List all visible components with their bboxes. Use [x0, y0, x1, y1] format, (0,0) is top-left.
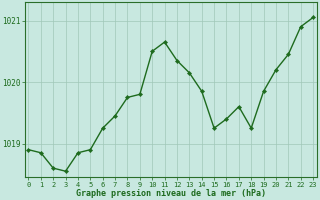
X-axis label: Graphe pression niveau de la mer (hPa): Graphe pression niveau de la mer (hPa)	[76, 189, 266, 198]
